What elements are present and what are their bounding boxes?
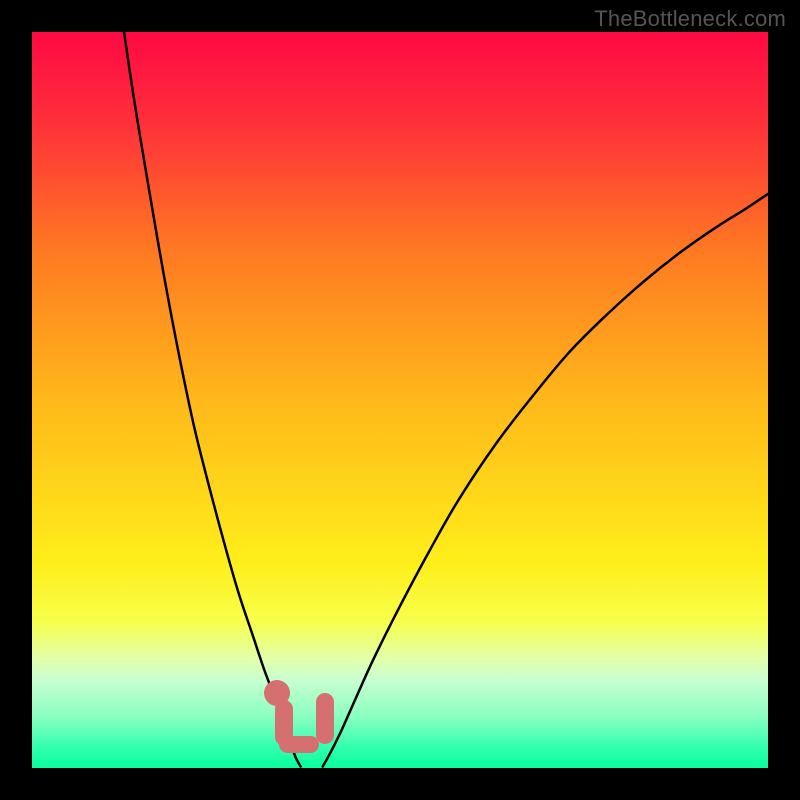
marker-vbar: [316, 693, 334, 745]
chart-container: TheBottleneck.com: [0, 0, 800, 800]
watermark-text: TheBottleneck.com: [594, 6, 786, 32]
bottleneck-curve: [0, 0, 800, 800]
marker-hbar: [279, 736, 319, 754]
